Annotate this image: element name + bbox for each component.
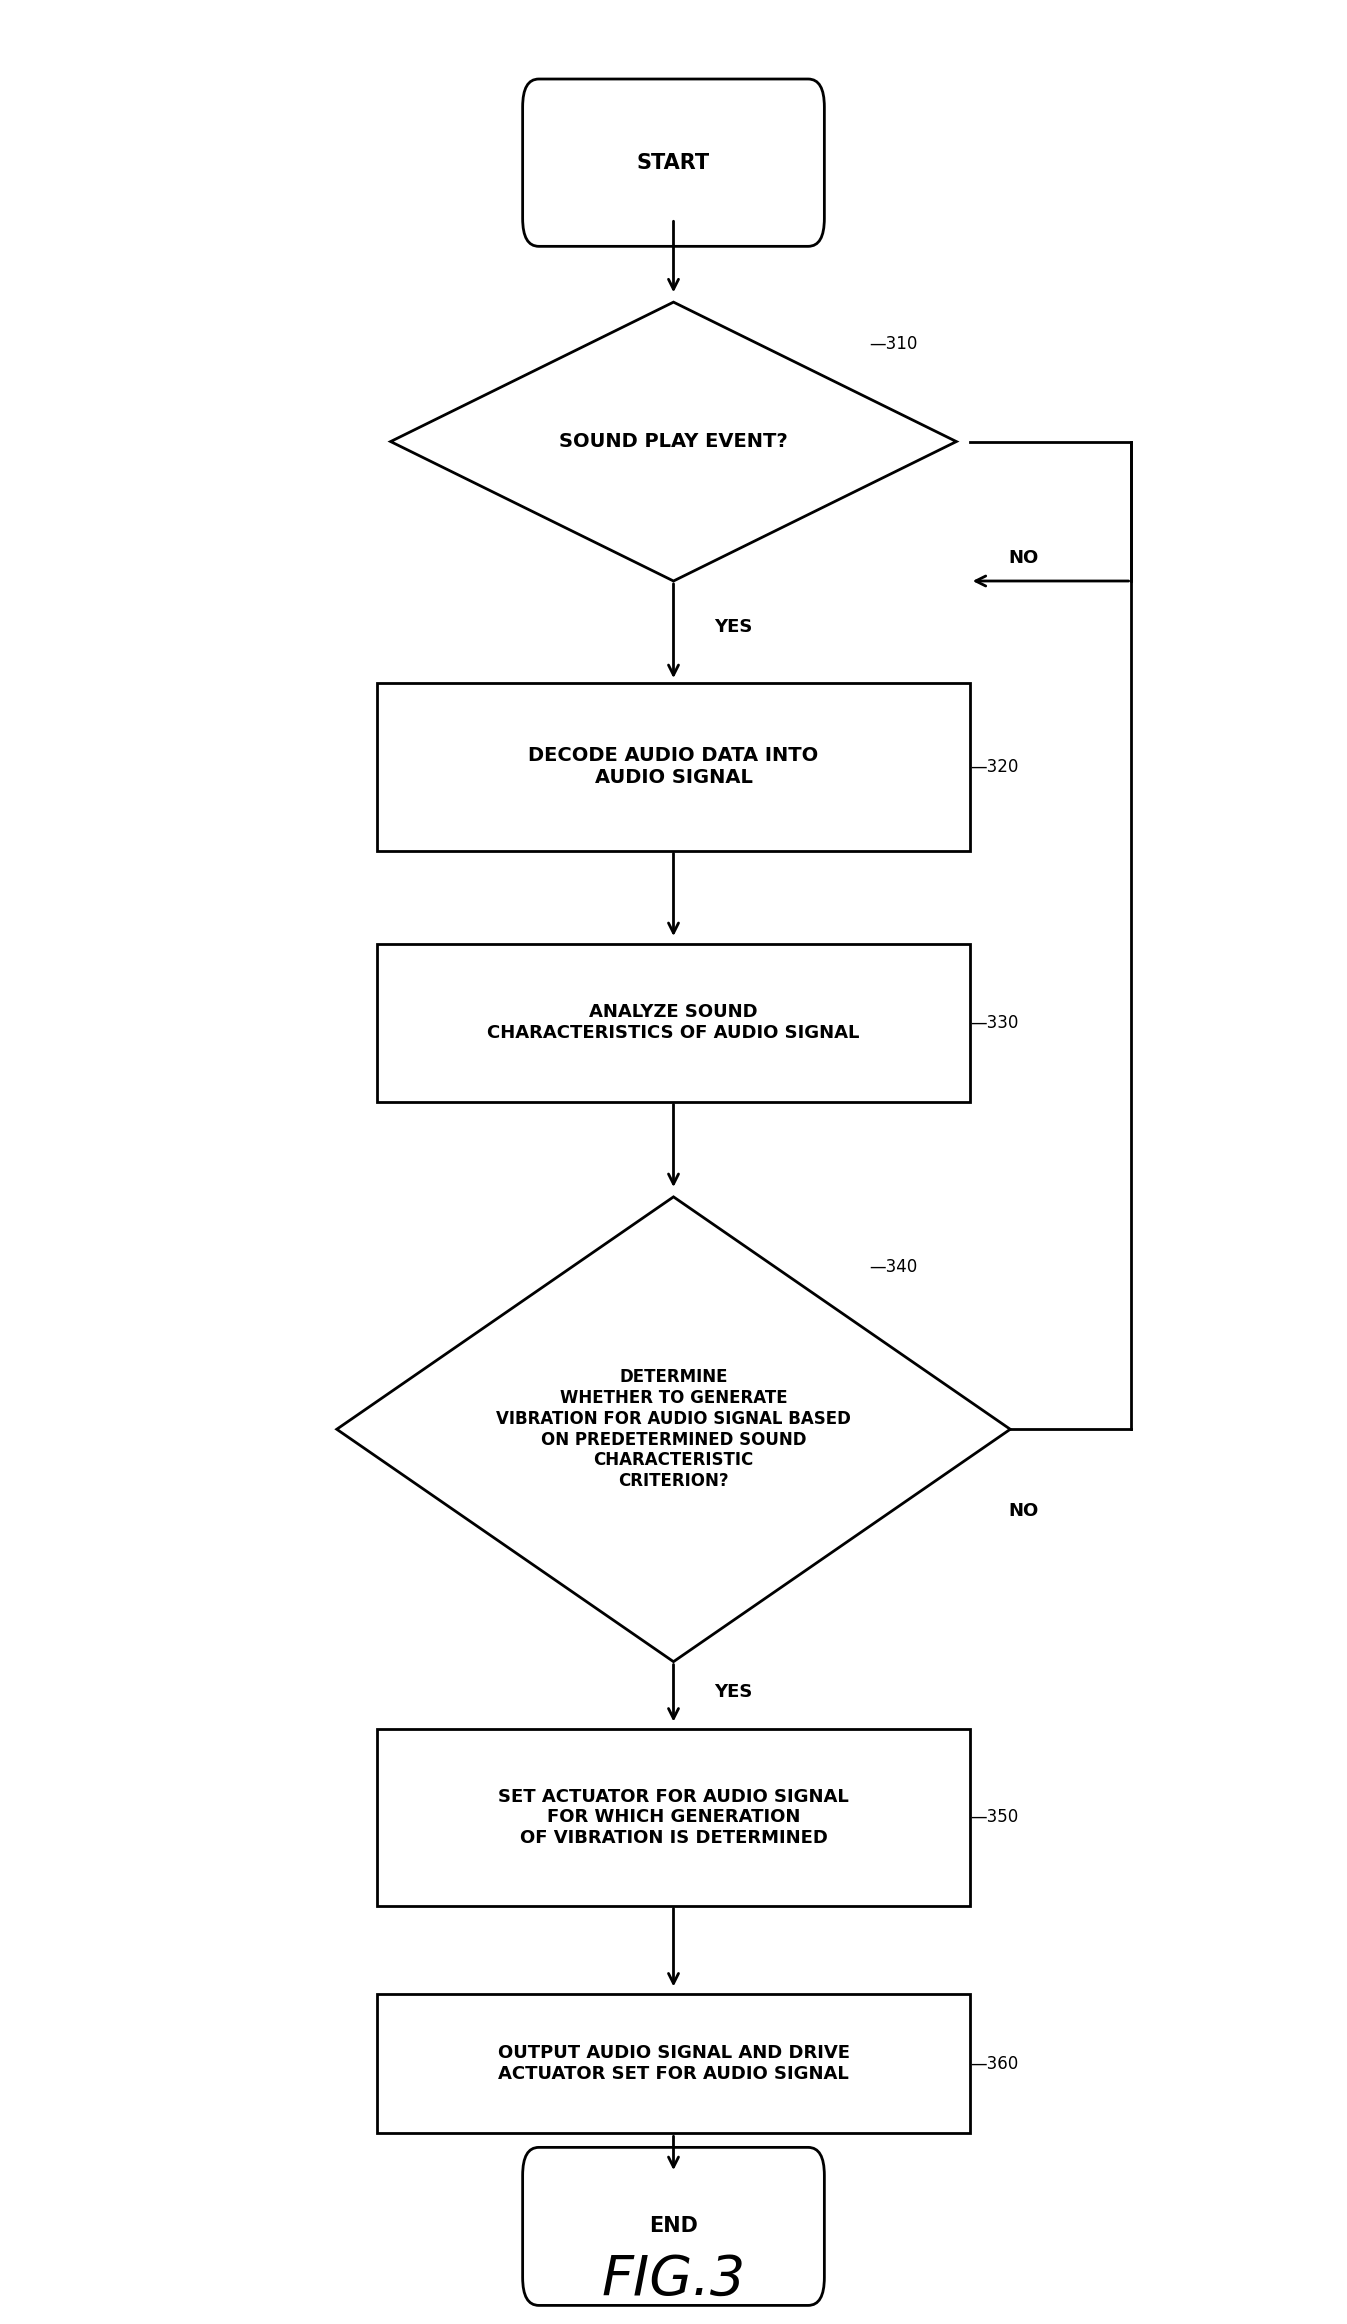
Text: —360: —360 bbox=[970, 2054, 1018, 2073]
FancyBboxPatch shape bbox=[377, 944, 970, 1102]
Text: END: END bbox=[649, 2217, 698, 2236]
Text: NO: NO bbox=[1009, 548, 1039, 567]
Text: —320: —320 bbox=[970, 758, 1018, 776]
FancyBboxPatch shape bbox=[523, 79, 824, 246]
Text: —340: —340 bbox=[869, 1257, 917, 1276]
Text: ANALYZE SOUND
CHARACTERISTICS OF AUDIO SIGNAL: ANALYZE SOUND CHARACTERISTICS OF AUDIO S… bbox=[488, 1004, 859, 1041]
Text: YES: YES bbox=[714, 618, 752, 637]
Text: SOUND PLAY EVENT?: SOUND PLAY EVENT? bbox=[559, 432, 788, 451]
Text: DETERMINE
WHETHER TO GENERATE
VIBRATION FOR AUDIO SIGNAL BASED
ON PREDETERMINED : DETERMINE WHETHER TO GENERATE VIBRATION … bbox=[496, 1369, 851, 1490]
Polygon shape bbox=[391, 302, 956, 581]
FancyBboxPatch shape bbox=[523, 2147, 824, 2305]
Text: DECODE AUDIO DATA INTO
AUDIO SIGNAL: DECODE AUDIO DATA INTO AUDIO SIGNAL bbox=[528, 746, 819, 788]
Text: SET ACTUATOR FOR AUDIO SIGNAL
FOR WHICH GENERATION
OF VIBRATION IS DETERMINED: SET ACTUATOR FOR AUDIO SIGNAL FOR WHICH … bbox=[498, 1787, 849, 1848]
Text: FIG.3: FIG.3 bbox=[602, 2252, 745, 2305]
FancyBboxPatch shape bbox=[377, 1729, 970, 1906]
Text: NO: NO bbox=[1009, 1501, 1039, 1520]
FancyBboxPatch shape bbox=[377, 1994, 970, 2133]
FancyBboxPatch shape bbox=[377, 683, 970, 851]
Text: —350: —350 bbox=[970, 1808, 1018, 1827]
Text: YES: YES bbox=[714, 1683, 752, 1701]
Polygon shape bbox=[337, 1197, 1010, 1662]
Text: —310: —310 bbox=[869, 335, 917, 353]
Text: —330: —330 bbox=[970, 1013, 1018, 1032]
Text: START: START bbox=[637, 153, 710, 172]
Text: OUTPUT AUDIO SIGNAL AND DRIVE
ACTUATOR SET FOR AUDIO SIGNAL: OUTPUT AUDIO SIGNAL AND DRIVE ACTUATOR S… bbox=[497, 2045, 850, 2082]
